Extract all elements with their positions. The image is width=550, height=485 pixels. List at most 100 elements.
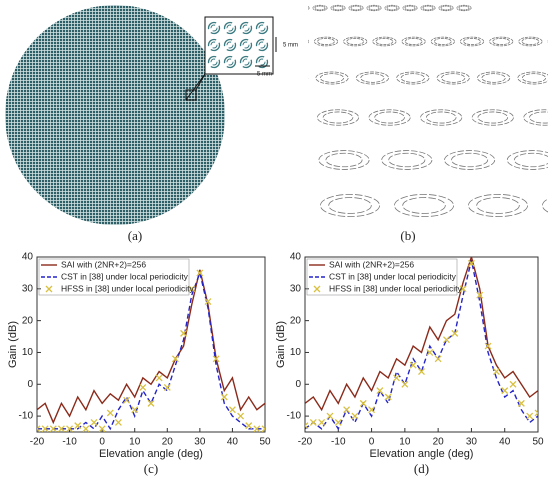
series-line [37,270,265,431]
marker [245,422,253,430]
y-tick-label: 10 [290,347,302,358]
ring [266,110,307,125]
marker [343,406,351,414]
marker [163,383,171,391]
marker [220,393,228,401]
marker [384,393,392,401]
ring [210,24,218,32]
y-axis-label: Gain (dB) [275,321,287,368]
marker [139,383,147,391]
ring [239,55,253,69]
ring [451,152,489,168]
ring [277,5,291,10]
marker [451,329,459,337]
legend-label: SAI with (2NR+2)=256 [61,259,146,269]
marker [393,374,400,382]
zoom-box [185,89,197,101]
ring [396,71,430,85]
y-tick-label: 20 [290,315,302,326]
ring [433,37,452,46]
ring [314,5,326,11]
dim-label: 5 mm [283,43,298,49]
marker [401,380,409,388]
marker [443,336,450,344]
x-tick-label: 0 [369,437,375,448]
x-tick-label: -20 [298,437,313,448]
ring [181,198,224,214]
marker [261,425,265,432]
marker [155,374,163,382]
ring [319,73,345,83]
ring [436,71,470,85]
marker [98,425,106,432]
ring [384,4,400,12]
ring [506,150,548,170]
ring [207,55,221,69]
marker [228,406,236,414]
x-axis-label: Elevation angle (deg) [370,448,474,460]
ring [255,198,298,214]
panel-a: 5 mm 5 mm (a) [5,5,298,243]
ring [444,150,496,170]
ring [210,41,218,49]
ring [422,5,434,11]
ring [381,150,433,170]
ring [477,71,511,85]
legend-marker [45,285,53,293]
x-tick-label: 0 [99,437,105,448]
marker [237,412,245,420]
x-tick-label: 30 [466,437,478,448]
array-disk [5,5,225,225]
ring [492,37,511,46]
ring [375,37,394,46]
ring [459,36,485,47]
ring [430,36,455,47]
ring [368,5,380,11]
marker [334,418,342,426]
ring [425,111,457,124]
ring [523,109,548,126]
ring [210,58,218,66]
series-line [37,269,265,425]
panel-b: (b) [181,4,548,243]
ring [346,37,365,46]
y-tick-label: 40 [290,252,302,263]
ring [477,111,509,124]
ring [318,150,370,170]
marker [509,380,517,388]
panel-label: (a) [128,228,142,243]
ring [330,4,346,12]
marker [476,291,484,299]
ring [242,41,250,49]
x-tick-label: -20 [30,437,45,448]
ring [255,55,269,69]
ring [521,73,547,83]
ring [402,4,418,12]
ring [319,193,380,217]
legend-label: SAI with (2NR+2)=256 [329,259,414,269]
ring [207,38,221,52]
marker [492,368,500,376]
ring [542,198,548,213]
panel-label: (c) [144,461,158,476]
marker [114,418,122,426]
ring [316,109,360,126]
marker [305,422,309,430]
ring [402,197,446,214]
marker [434,355,442,363]
plot-series [305,257,538,431]
ring [258,41,266,49]
ring [401,36,426,47]
marker [426,348,434,356]
marker [359,399,367,407]
series-line [305,260,538,431]
legend-label: HFSS in [38] under local periodicity [329,283,463,293]
x-tick-label: 20 [162,437,174,448]
ring [521,37,540,46]
marker [368,406,376,414]
ring [308,6,310,10]
ring [242,58,250,66]
inset-rings [207,21,269,69]
ring [258,58,266,66]
ring [393,193,454,217]
